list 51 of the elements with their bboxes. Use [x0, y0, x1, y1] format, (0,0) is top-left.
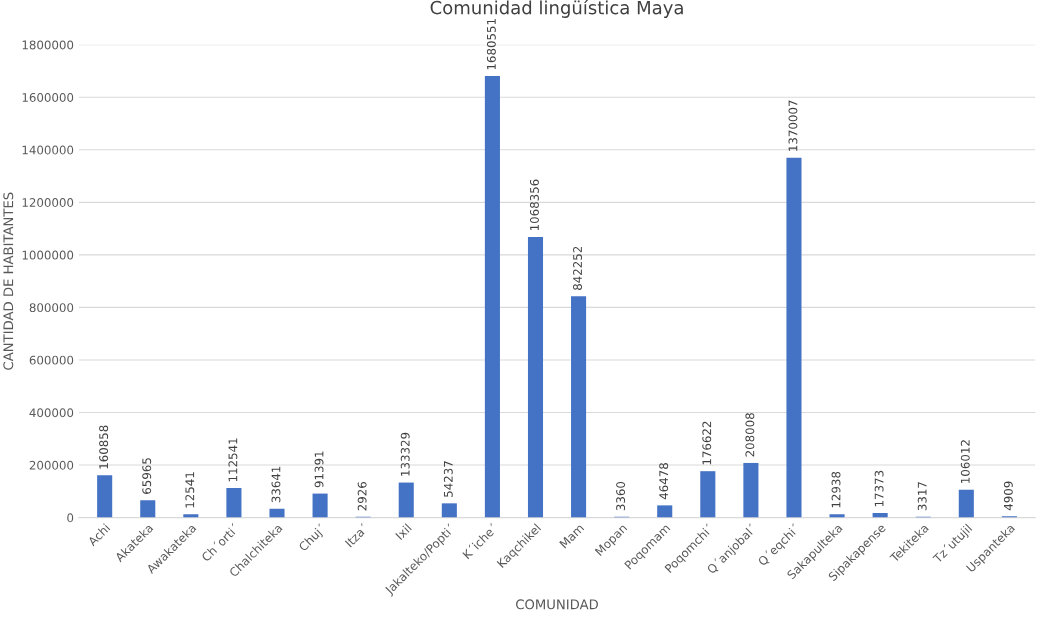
data-label: 46478 [659, 463, 669, 500]
data-label: 17373 [874, 470, 884, 507]
data-label: 106012 [960, 440, 970, 483]
y-tick-label: 800000 [29, 303, 74, 313]
data-label: 112541 [228, 438, 238, 482]
y-tick-label: 0 [67, 513, 74, 523]
data-label: 33641 [271, 466, 281, 503]
bar [700, 471, 716, 518]
y-tick-label: 1200000 [22, 198, 74, 207]
bar [571, 296, 587, 518]
bar [226, 488, 242, 518]
data-label: 65965 [142, 458, 152, 494]
data-label: 160858 [99, 425, 109, 469]
data-label: 176622 [702, 421, 712, 465]
bar [786, 157, 802, 518]
bar [312, 493, 328, 518]
data-label: 91391 [314, 451, 324, 488]
bar [183, 514, 199, 518]
y-tick-label: 600000 [29, 355, 74, 365]
data-label: 1370007 [788, 100, 798, 151]
data-label: 3360 [616, 481, 626, 511]
data-label: 54237 [443, 461, 453, 497]
bar [441, 503, 457, 518]
bar [140, 500, 156, 518]
y-tick-label: 1400000 [22, 145, 74, 155]
y-axis-title: CANTIDAD DE HABITANTES [3, 192, 14, 370]
y-tick-label: 1800000 [22, 40, 74, 50]
data-label: 1068356 [529, 179, 539, 231]
chart-title: Comunidad lingüística Maya [430, 0, 683, 18]
bar [743, 462, 759, 518]
bar [657, 505, 673, 518]
y-tick-label: 400000 [29, 408, 74, 418]
bar [398, 482, 414, 518]
y-tick-label: 1000000 [22, 250, 74, 260]
data-label: 12938 [831, 471, 841, 508]
data-label: 2926 [357, 481, 367, 511]
x-axis-title: COMUNIDAD [516, 599, 599, 610]
data-label: 133329 [400, 432, 410, 476]
data-label: 12541 [185, 472, 195, 508]
bar [484, 76, 500, 518]
data-label: 3317 [917, 482, 927, 511]
data-label: 1680551 [486, 19, 496, 70]
data-label: 4909 [1003, 481, 1013, 511]
y-tick-label: 1600000 [22, 92, 74, 102]
data-label: 208008 [745, 413, 755, 457]
bar [527, 236, 544, 518]
bar [269, 508, 285, 518]
y-tick-label: 200000 [29, 460, 74, 470]
bar [958, 489, 974, 518]
data-label: 842252 [573, 246, 582, 290]
bar [97, 475, 113, 518]
